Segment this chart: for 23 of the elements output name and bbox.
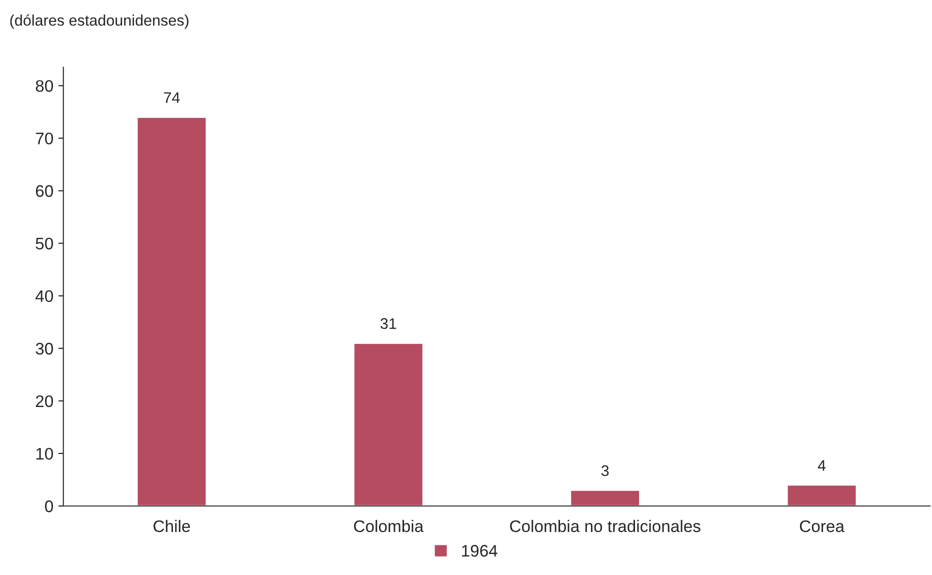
y-axis-title: (dólares estadounidenses) [10,14,188,29]
x-tick-label: Chile [154,520,190,532]
y-tick-label: 0 [45,500,54,512]
x-tick-label: Corea [800,520,844,532]
bar [786,484,858,506]
legend-label: 1964 [462,544,498,557]
data-label: 74 [164,92,180,103]
data-label: 31 [380,318,396,329]
y-tick-label: 70 [36,132,54,144]
y-tick-label: 60 [36,185,54,197]
bar [570,490,640,506]
bar [353,342,424,506]
data-label: 4 [818,460,826,471]
bar [136,116,208,506]
y-tick-label: 30 [36,342,54,355]
x-tick-label: Colombia no tradicionales [510,520,700,532]
data-label: 3 [601,465,609,476]
y-tick-label: 10 [36,448,54,460]
x-tick-label: Colombia [354,520,424,532]
y-tick-label: 80 [36,80,54,92]
y-tick-label: 40 [36,290,54,302]
y-tick-label: 20 [36,395,54,408]
y-tick-label: 50 [36,238,54,250]
